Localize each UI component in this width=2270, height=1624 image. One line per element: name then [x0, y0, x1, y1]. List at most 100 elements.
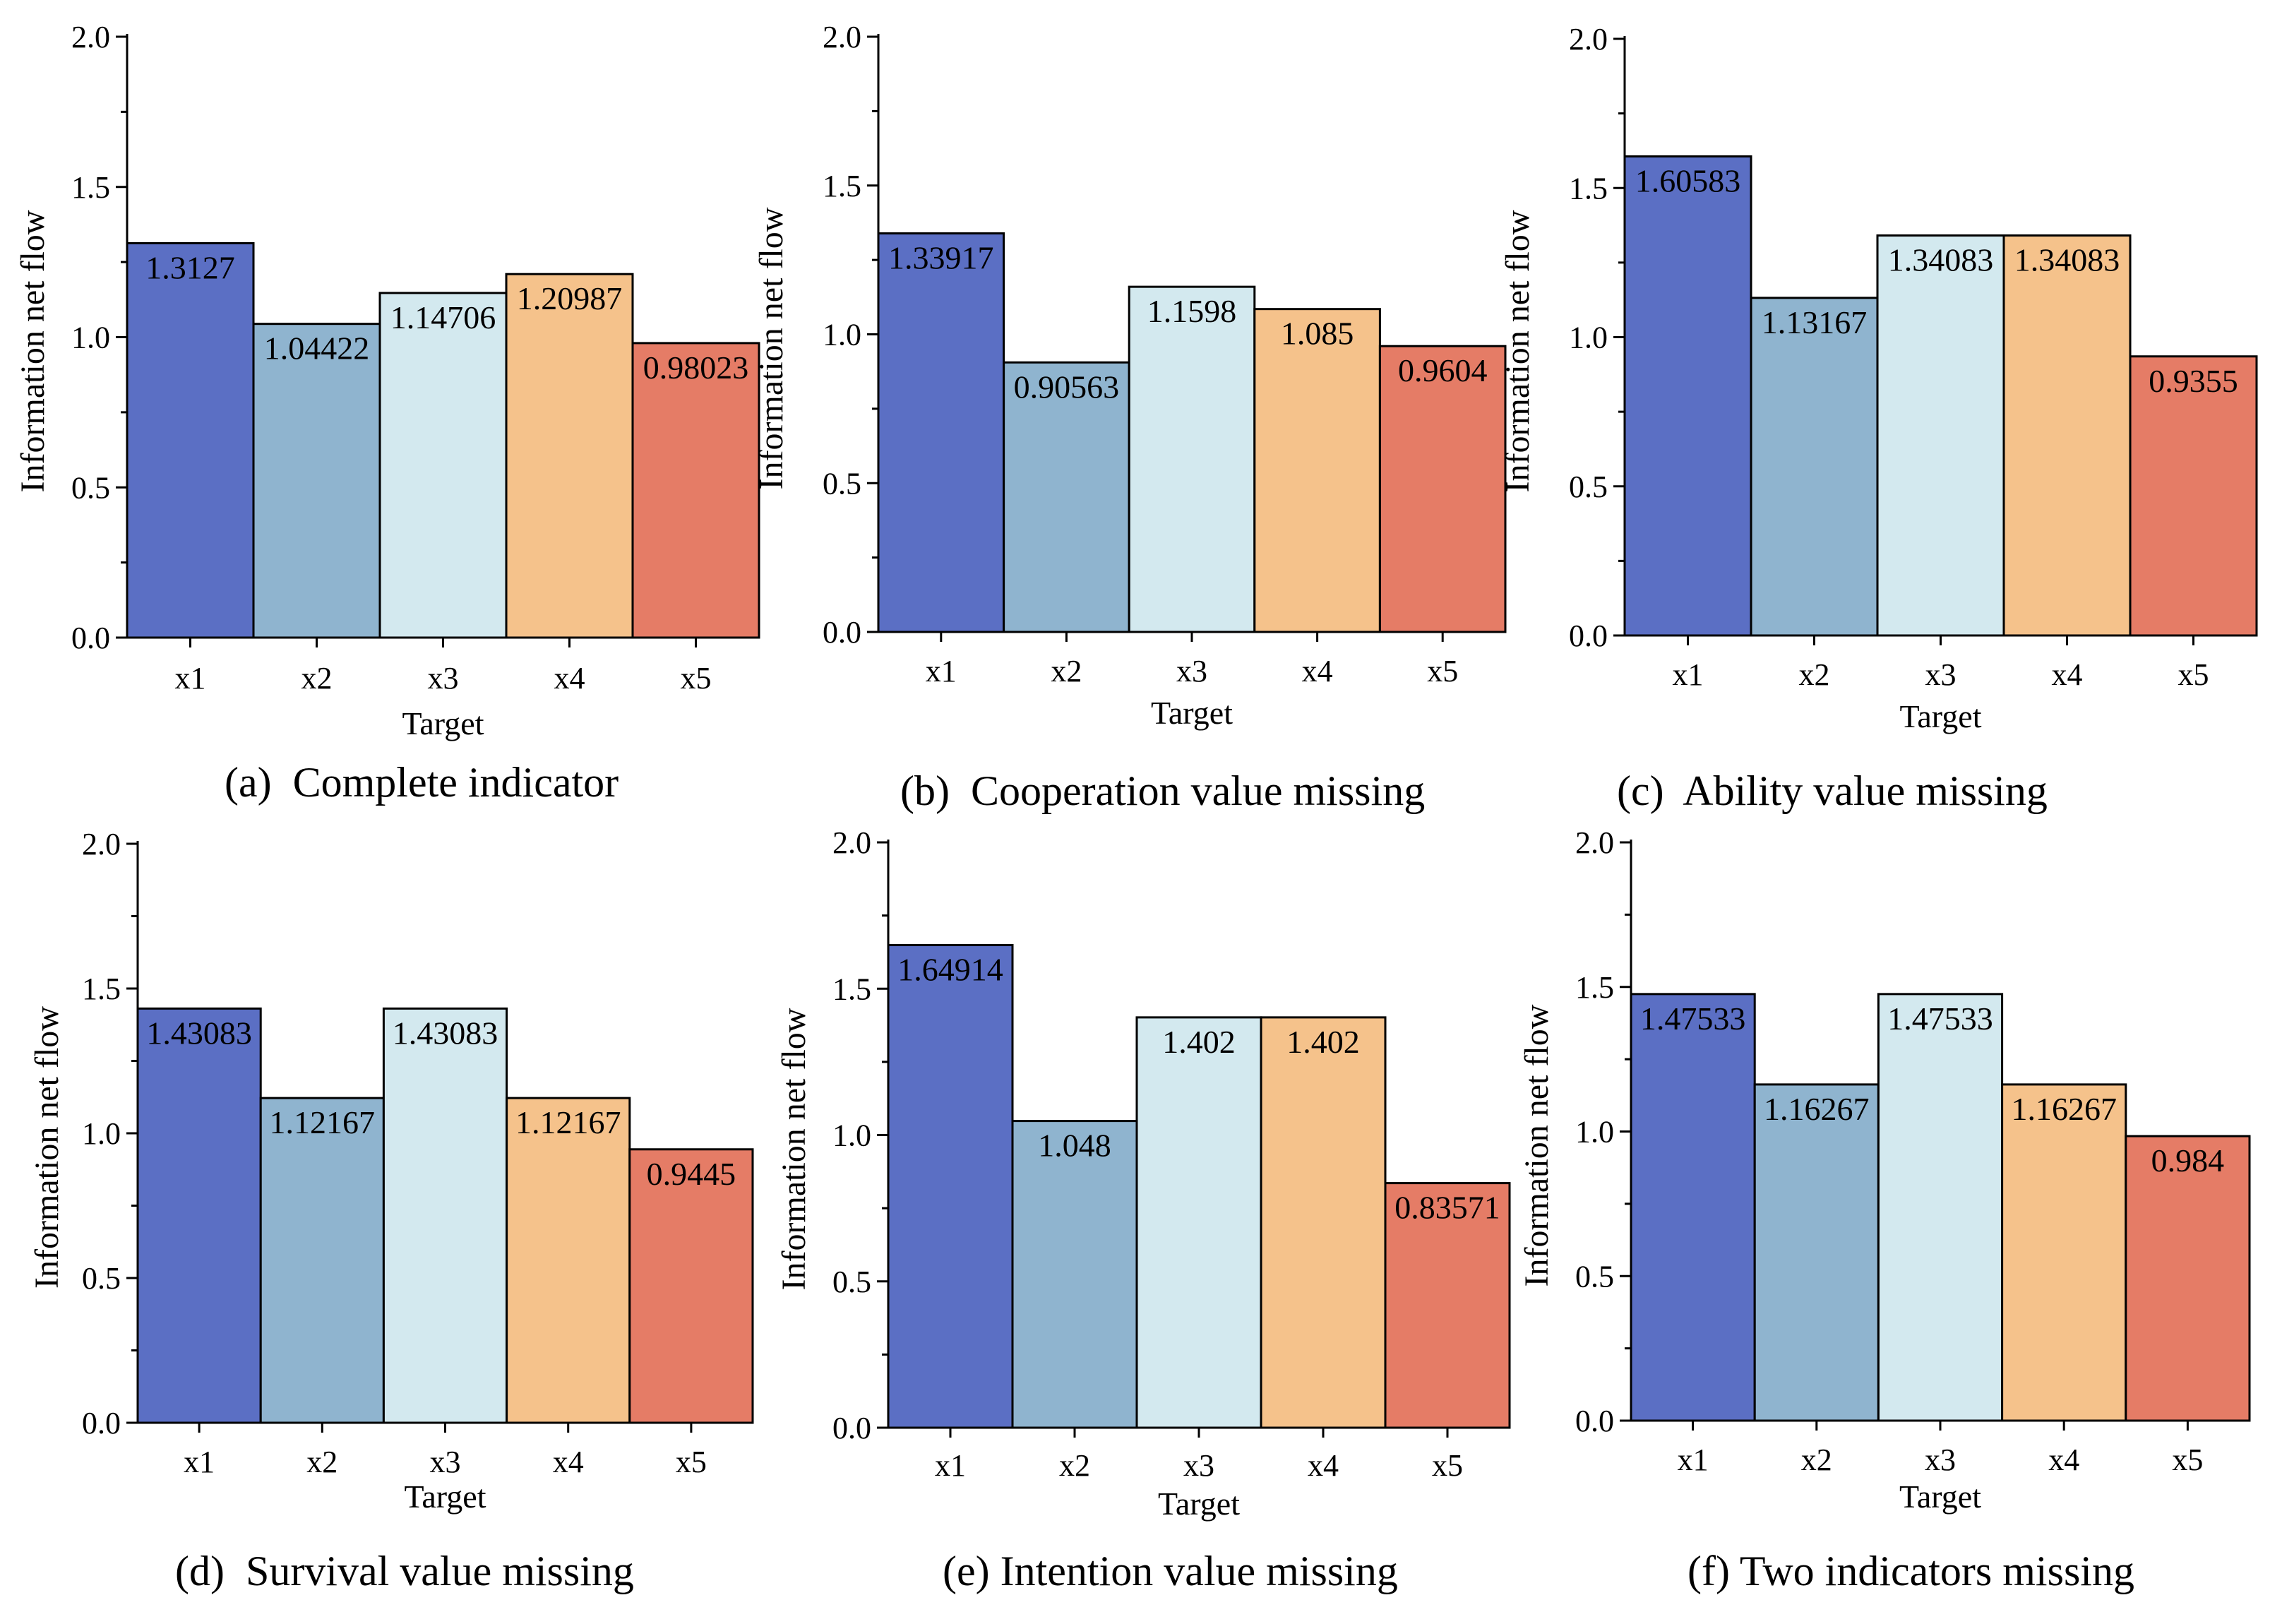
x-tick-label-a-x1: x1 — [175, 661, 206, 695]
y-tick-label-c: 1.5 — [1569, 171, 1608, 205]
bar-b-x3 — [1128, 285, 1256, 633]
value-label-a-x3: 1.14706 — [390, 299, 496, 335]
y-tick-label-b: 0.0 — [823, 615, 861, 650]
y-tick-label-d: 0.5 — [82, 1261, 121, 1296]
value-label-a-x4: 1.20987 — [517, 280, 623, 316]
panel-a: 1.3127 1.04422 1.14706 1.20987 0.98023 0.0 0.5… — [14, 20, 760, 741]
bar-c-x2 — [1750, 297, 1879, 637]
x-axis-title-d: Target — [405, 1479, 486, 1515]
y-tick-label-f: 2.0 — [1575, 825, 1614, 860]
x-tick-label-b-x3: x3 — [1176, 654, 1207, 688]
x-tick-label-f-x3: x3 — [1925, 1443, 1956, 1477]
x-tick-label-b-x4: x4 — [1302, 654, 1333, 688]
x-axis-title-e: Target — [1158, 1486, 1240, 1522]
bar-e-x1 — [887, 943, 1014, 1429]
value-label-f-x1: 1.47533 — [1640, 1001, 1746, 1037]
y-tick-label-f: 1.5 — [1575, 970, 1614, 1005]
x-tick-label-f-x5: x5 — [2172, 1443, 2203, 1477]
bar-b-x2 — [1003, 361, 1130, 633]
y-tick-label-a: 1.0 — [71, 321, 110, 355]
panel-d: 1.43083 1.12167 1.43083 1.12167 0.9445 0.0 0.5… — [28, 827, 754, 1515]
bar-a-x1 — [126, 241, 255, 639]
bar-f-x5 — [2125, 1135, 2251, 1422]
bar-e-x2 — [1011, 1120, 1138, 1429]
y-tick-label-a: 0.5 — [71, 470, 110, 505]
x-tick-label-a-x3: x3 — [428, 661, 459, 695]
y-tick-label-e: 2.0 — [832, 825, 871, 860]
value-label-b-x1: 1.33917 — [888, 240, 994, 276]
bar-d-x2 — [259, 1097, 385, 1424]
y-tick-label-f: 0.0 — [1575, 1404, 1614, 1438]
bar-a-x4 — [505, 273, 634, 639]
y-tick-label-c: 2.0 — [1569, 22, 1608, 56]
bar-d-x4 — [506, 1097, 631, 1424]
x-tick-label-e-x2: x2 — [1059, 1448, 1090, 1483]
value-label-c-x5: 0.9355 — [2149, 363, 2238, 399]
y-axis-title-f: Information net flow — [1518, 1004, 1555, 1286]
value-label-b-x5: 0.9604 — [1398, 352, 1488, 388]
value-label-a-x5: 0.98023 — [643, 350, 749, 386]
y-tick-label-b: 0.5 — [823, 466, 861, 501]
x-tick-label-e-x5: x5 — [1432, 1448, 1463, 1483]
x-tick-label-b-x5: x5 — [1427, 654, 1458, 688]
y-tick-label-a: 1.5 — [71, 170, 110, 205]
value-label-e-x5: 0.83571 — [1394, 1190, 1500, 1226]
value-label-e-x4: 1.402 — [1286, 1024, 1360, 1060]
value-label-e-x2: 1.048 — [1038, 1128, 1111, 1164]
bar-d-x1 — [136, 1007, 262, 1424]
panel-f: 1.47533 1.16267 1.47533 1.16267 0.984 0.0 0.5 1… — [1518, 825, 2251, 1515]
x-tick-label-f-x4: x4 — [2048, 1443, 2079, 1477]
x-tick-label-e-x1: x1 — [935, 1448, 966, 1483]
x-tick-label-c-x2: x2 — [1799, 657, 1830, 692]
y-tick-label-c: 0.0 — [1569, 619, 1608, 653]
value-label-f-x5: 0.984 — [2151, 1142, 2225, 1178]
value-label-c-x4: 1.34083 — [2014, 241, 2120, 277]
value-label-b-x3: 1.1598 — [1147, 293, 1237, 329]
value-label-f-x3: 1.47533 — [1887, 1001, 1993, 1037]
caption-e: (e) Intention value missing — [943, 1548, 1398, 1594]
bar-d-x3 — [382, 1007, 508, 1424]
y-axis-title-c: Information net flow — [1499, 210, 1536, 492]
y-tick-label-b: 1.0 — [823, 318, 861, 352]
value-label-b-x4: 1.085 — [1281, 316, 1354, 352]
value-label-f-x4: 1.16267 — [2011, 1091, 2117, 1127]
x-tick-label-b-x2: x2 — [1051, 654, 1082, 688]
x-tick-label-a-x5: x5 — [681, 661, 712, 695]
bar-c-x4 — [2002, 234, 2132, 637]
y-tick-label-e: 1.0 — [832, 1118, 871, 1153]
value-label-a-x2: 1.04422 — [264, 330, 370, 366]
value-label-d-x2: 1.12167 — [270, 1104, 376, 1140]
bar-c-x5 — [2129, 355, 2258, 637]
x-axis-title-b: Target — [1151, 695, 1233, 731]
value-label-e-x1: 1.64914 — [897, 951, 1003, 987]
value-label-f-x2: 1.16267 — [1764, 1091, 1870, 1127]
bar-f-x2 — [1753, 1083, 1880, 1422]
y-axis-title-e: Information net flow — [775, 1008, 813, 1290]
bar-e-x4 — [1260, 1016, 1387, 1429]
bar-b-x5 — [1378, 345, 1507, 633]
bar-a-x2 — [252, 323, 381, 639]
bar-a-x3 — [378, 292, 508, 639]
bar-f-x3 — [1877, 993, 2004, 1422]
x-tick-label-a-x4: x4 — [554, 661, 585, 695]
bar-e-x3 — [1135, 1016, 1262, 1429]
y-tick-label-c: 0.5 — [1569, 470, 1608, 504]
x-tick-label-a-x2: x2 — [301, 661, 333, 695]
y-axis-title-b: Information net flow — [753, 207, 790, 489]
value-label-d-x1: 1.43083 — [146, 1015, 252, 1051]
x-tick-label-f-x2: x2 — [1801, 1443, 1832, 1477]
y-tick-label-e: 0.0 — [832, 1411, 871, 1445]
value-label-a-x1: 1.3127 — [145, 249, 235, 285]
y-tick-label-f: 1.0 — [1575, 1115, 1614, 1150]
value-label-e-x3: 1.402 — [1162, 1024, 1236, 1060]
y-tick-label-d: 0.0 — [82, 1406, 121, 1440]
caption-d: (d) Survival value missing — [175, 1548, 634, 1594]
value-label-b-x2: 0.90563 — [1014, 369, 1120, 405]
x-tick-label-c-x1: x1 — [1673, 657, 1704, 692]
y-tick-label-e: 1.5 — [832, 972, 871, 1006]
x-tick-label-f-x1: x1 — [1678, 1443, 1709, 1477]
value-label-c-x1: 1.60583 — [1635, 163, 1741, 199]
caption-c: (c) Ability value missing — [1617, 768, 2048, 814]
y-tick-label-b: 2.0 — [823, 20, 861, 54]
